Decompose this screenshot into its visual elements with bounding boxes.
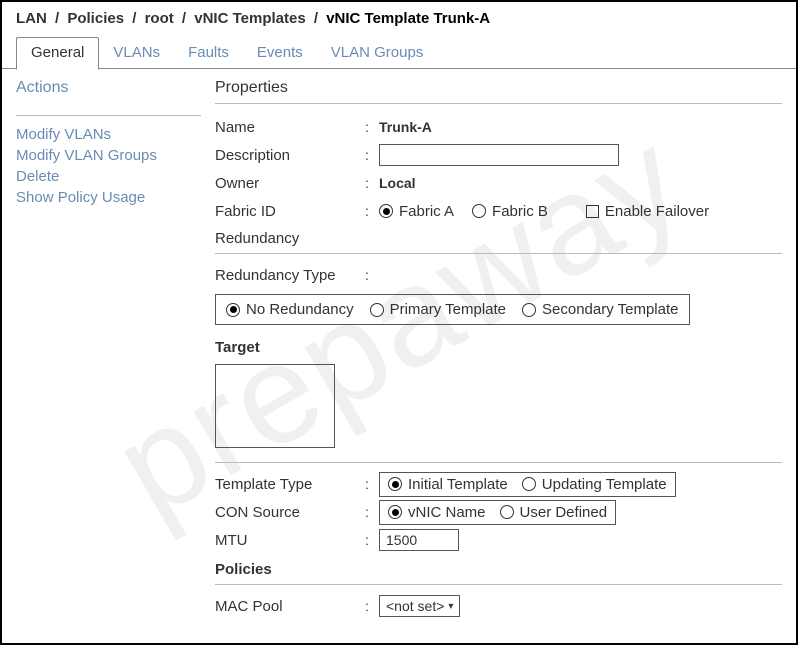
target-heading: Target xyxy=(215,339,782,356)
divider xyxy=(16,115,201,116)
radio-icon xyxy=(522,303,536,317)
template-type-label: Template Type xyxy=(215,476,365,493)
tab-general[interactable]: General xyxy=(16,37,99,70)
no-redundancy-label: No Redundancy xyxy=(246,301,354,318)
user-defined-radio[interactable]: User Defined xyxy=(500,504,608,521)
mac-pool-value: <not set> xyxy=(386,598,444,614)
properties-panel: Properties Name : Trunk-A Description : … xyxy=(211,79,782,621)
con-source-options: vNIC Name User Defined xyxy=(379,500,616,525)
tab-faults[interactable]: Faults xyxy=(174,38,243,69)
radio-icon xyxy=(370,303,384,317)
secondary-template-label: Secondary Template xyxy=(542,301,678,318)
initial-template-label: Initial Template xyxy=(408,476,508,493)
redundancy-options: No Redundancy Primary Template Secondary… xyxy=(215,294,690,325)
fabric-b-radio[interactable]: Fabric B xyxy=(472,203,548,220)
template-type-options: Initial Template Updating Template xyxy=(379,472,676,497)
mtu-label: MTU xyxy=(215,532,365,549)
updating-template-label: Updating Template xyxy=(542,476,667,493)
properties-heading: Properties xyxy=(215,79,782,97)
action-modify-vlans[interactable]: Modify VLANs xyxy=(16,126,201,143)
radio-icon xyxy=(500,505,514,519)
owner-value: Local xyxy=(379,175,782,191)
radio-icon xyxy=(388,505,402,519)
fabric-id-label: Fabric ID xyxy=(215,203,365,220)
breadcrumb-lan[interactable]: LAN xyxy=(16,10,47,27)
primary-template-label: Primary Template xyxy=(390,301,506,318)
breadcrumb-root[interactable]: root xyxy=(145,10,174,27)
name-value: Trunk-A xyxy=(379,119,782,135)
tab-vlans[interactable]: VLANs xyxy=(99,38,174,69)
sidebar: Actions Modify VLANs Modify VLAN Groups … xyxy=(16,79,211,621)
owner-label: Owner xyxy=(215,175,365,192)
description-input[interactable] xyxy=(379,144,619,166)
vnic-name-label: vNIC Name xyxy=(408,504,486,521)
divider xyxy=(215,462,782,463)
policies-heading: Policies xyxy=(215,561,782,578)
name-label: Name xyxy=(215,119,365,136)
actions-heading: Actions xyxy=(16,79,201,97)
radio-icon xyxy=(379,204,393,218)
chevron-down-icon: ▾ xyxy=(448,601,453,612)
updating-template-radio[interactable]: Updating Template xyxy=(522,476,667,493)
action-modify-vlan-groups[interactable]: Modify VLAN Groups xyxy=(16,147,201,164)
initial-template-radio[interactable]: Initial Template xyxy=(388,476,508,493)
fabric-b-label: Fabric B xyxy=(492,203,548,220)
secondary-template-radio[interactable]: Secondary Template xyxy=(522,301,678,318)
radio-icon xyxy=(388,477,402,491)
breadcrumb-vnic-templates[interactable]: vNIC Templates xyxy=(194,10,305,27)
redundancy-type-label: Redundancy Type xyxy=(215,267,365,284)
user-defined-label: User Defined xyxy=(520,504,608,521)
mtu-input[interactable]: 1500 xyxy=(379,529,459,551)
description-label: Description xyxy=(215,147,365,164)
action-delete[interactable]: Delete xyxy=(16,168,201,185)
redundancy-heading: Redundancy xyxy=(215,230,782,247)
enable-failover-label: Enable Failover xyxy=(605,203,709,220)
tab-bar: General VLANs Faults Events VLAN Groups xyxy=(2,37,796,69)
fabric-a-radio[interactable]: Fabric A xyxy=(379,203,454,220)
tab-events[interactable]: Events xyxy=(243,38,317,69)
divider xyxy=(215,253,782,254)
primary-template-radio[interactable]: Primary Template xyxy=(370,301,506,318)
divider xyxy=(215,103,782,104)
radio-icon xyxy=(226,303,240,317)
radio-icon xyxy=(522,477,536,491)
con-source-label: CON Source xyxy=(215,504,365,521)
vnic-name-radio[interactable]: vNIC Name xyxy=(388,504,486,521)
divider xyxy=(215,584,782,585)
fabric-a-label: Fabric A xyxy=(399,203,454,220)
tab-vlan-groups[interactable]: VLAN Groups xyxy=(317,38,438,69)
mac-pool-label: MAC Pool xyxy=(215,598,365,615)
breadcrumb-current: vNIC Template Trunk-A xyxy=(326,10,490,27)
no-redundancy-radio[interactable]: No Redundancy xyxy=(226,301,354,318)
enable-failover-checkbox[interactable]: Enable Failover xyxy=(586,203,709,220)
checkbox-icon xyxy=(586,205,599,218)
mac-pool-dropdown[interactable]: <not set> ▾ xyxy=(379,595,460,617)
target-listbox[interactable] xyxy=(215,364,335,448)
breadcrumb: LAN / Policies / root / vNIC Templates /… xyxy=(2,2,796,37)
action-show-policy-usage[interactable]: Show Policy Usage xyxy=(16,189,201,206)
breadcrumb-policies[interactable]: Policies xyxy=(67,10,124,27)
radio-icon xyxy=(472,204,486,218)
